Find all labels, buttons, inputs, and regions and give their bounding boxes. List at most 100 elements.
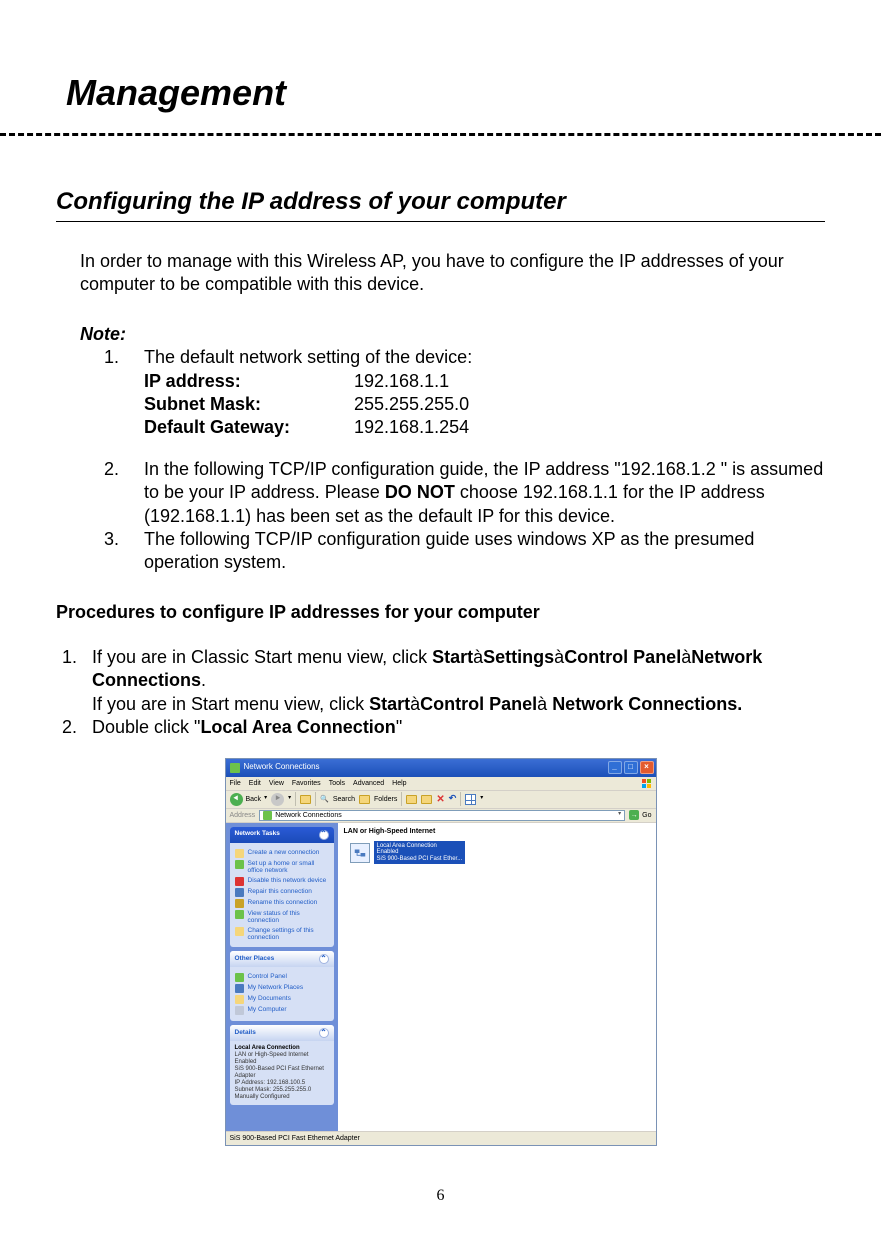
task-new-connection[interactable]: Create a new connection bbox=[248, 849, 320, 856]
network-places-icon bbox=[235, 984, 244, 993]
details-status: Enabled bbox=[235, 1059, 329, 1066]
proc1-d1: Start bbox=[369, 694, 410, 714]
delete-icon[interactable]: ✕ bbox=[436, 793, 444, 806]
proc1-start: Start bbox=[432, 647, 473, 667]
window-title: Network Connections bbox=[244, 762, 320, 772]
menu-favorites[interactable]: Favorites bbox=[292, 779, 321, 788]
proc1-settings: Settings bbox=[483, 647, 554, 667]
conn-line2: Enabled bbox=[377, 849, 463, 856]
note-item-3: The following TCP/IP configuration guide… bbox=[124, 528, 825, 575]
views-icon[interactable] bbox=[465, 794, 476, 805]
undo-icon[interactable]: ↶ bbox=[449, 793, 457, 805]
proc-item-1: If you are in Classic Start menu view, c… bbox=[82, 646, 825, 716]
places-title: Other Places bbox=[235, 955, 275, 963]
panel-details: Details ⌃ Local Area Connection LAN or Hi… bbox=[230, 1025, 334, 1104]
task-rename[interactable]: Rename this connection bbox=[248, 899, 318, 906]
screenshot-network-connections: Network Connections _ □ × File Edit View… bbox=[225, 758, 657, 1146]
panel-network-tasks: Network Tasks⌃ Create a new connection S… bbox=[230, 827, 334, 948]
gw-label: Default Gateway: bbox=[144, 416, 354, 439]
place-network-places[interactable]: My Network Places bbox=[248, 984, 304, 991]
local-area-connection-item[interactable]: Local Area Connection Enabled SiS 900-Ba… bbox=[350, 841, 466, 865]
folders-button[interactable]: Folders bbox=[374, 795, 397, 804]
details-ip: IP Address: 192.168.100.5 bbox=[235, 1080, 329, 1087]
address-field[interactable]: Network Connections ▾ bbox=[259, 810, 625, 821]
note-list: The default network setting of the devic… bbox=[80, 346, 825, 575]
go-button[interactable]: → bbox=[629, 810, 639, 820]
mask-value: 255.255.255.0 bbox=[354, 393, 469, 416]
menubar: File Edit View Favorites Tools Advanced … bbox=[226, 777, 656, 791]
sidebar: Network Tasks⌃ Create a new connection S… bbox=[226, 823, 338, 1131]
task-home-network[interactable]: Set up a home or small office network bbox=[248, 860, 329, 875]
details-title: Details bbox=[235, 1029, 256, 1037]
proc1-c: If you are in Start menu view, click bbox=[92, 694, 369, 714]
menu-tools[interactable]: Tools bbox=[329, 779, 345, 788]
category-label: LAN or High-Speed Internet bbox=[344, 827, 436, 836]
details-device: SiS 900-Based PCI Fast Ethernet Adapter bbox=[235, 1066, 329, 1080]
proc1-dot: . bbox=[201, 670, 206, 690]
menu-advanced[interactable]: Advanced bbox=[353, 779, 384, 788]
repair-icon bbox=[235, 888, 244, 897]
home-network-icon bbox=[235, 860, 244, 869]
place-my-documents[interactable]: My Documents bbox=[248, 995, 291, 1002]
titlebar[interactable]: Network Connections _ □ × bbox=[226, 759, 656, 777]
back-label: Back bbox=[246, 795, 262, 804]
ip-label: IP address: bbox=[144, 370, 354, 393]
copy-icon[interactable] bbox=[421, 795, 432, 804]
control-panel-icon bbox=[235, 973, 244, 982]
change-settings-icon bbox=[235, 927, 244, 936]
new-connection-icon bbox=[235, 849, 244, 858]
gw-value: 192.168.1.254 bbox=[354, 416, 469, 439]
forward-button[interactable]: ⯈ bbox=[271, 793, 284, 806]
move-icon[interactable] bbox=[406, 795, 417, 804]
details-name: Local Area Connection bbox=[235, 1045, 329, 1052]
statusbar: SiS 900-Based PCI Fast Ethernet Adapter bbox=[226, 1131, 656, 1145]
menu-help[interactable]: Help bbox=[392, 779, 406, 788]
ip-value: 192.168.1.1 bbox=[354, 370, 449, 393]
note-item-2: In the following TCP/IP configuration gu… bbox=[124, 458, 825, 528]
task-change-settings[interactable]: Change settings of this connection bbox=[248, 927, 329, 942]
place-control-panel[interactable]: Control Panel bbox=[248, 973, 287, 980]
close-button[interactable]: × bbox=[640, 761, 654, 774]
title-divider bbox=[0, 133, 881, 136]
proc2-a: Double click " bbox=[92, 717, 200, 737]
task-disable[interactable]: Disable this network device bbox=[248, 877, 327, 884]
address-icon bbox=[263, 811, 272, 820]
collapse-icon[interactable]: ⌃ bbox=[319, 830, 329, 840]
proc2-b: Local Area Connection bbox=[200, 717, 395, 737]
intro-text: In order to manage with this Wireless AP… bbox=[80, 250, 825, 297]
collapse-icon[interactable]: ⌃ bbox=[319, 954, 329, 964]
go-label: Go bbox=[642, 811, 651, 820]
panel-other-places: Other Places ⌃ Control Panel My Network P… bbox=[230, 951, 334, 1021]
mask-label: Subnet Mask: bbox=[144, 393, 354, 416]
proc2-c: " bbox=[396, 717, 402, 737]
back-button[interactable]: ⯇Back▾ bbox=[230, 793, 268, 806]
proc1-arrow3: à bbox=[681, 647, 691, 667]
folders-icon[interactable] bbox=[359, 795, 370, 804]
proc1-a: If you are in Classic Start menu view, c… bbox=[92, 647, 432, 667]
maximize-button[interactable]: □ bbox=[624, 761, 638, 774]
proc1-arrow2: à bbox=[554, 647, 564, 667]
conn-line1: Local Area Connection bbox=[377, 843, 463, 850]
windows-flag-icon bbox=[642, 779, 652, 789]
status-icon bbox=[235, 910, 244, 919]
proc1-arrow5: à bbox=[537, 694, 552, 714]
search-button[interactable]: Search bbox=[333, 795, 355, 804]
up-folder-icon[interactable] bbox=[300, 795, 311, 804]
proc1-arrow1: à bbox=[473, 647, 483, 667]
menu-edit[interactable]: Edit bbox=[249, 779, 261, 788]
collapse-icon[interactable]: ⌃ bbox=[319, 1028, 329, 1038]
task-status[interactable]: View status of this connection bbox=[248, 910, 329, 925]
proc1-cp: Control Panel bbox=[564, 647, 681, 667]
details-type: LAN or High-Speed Internet bbox=[235, 1052, 329, 1059]
rename-icon bbox=[235, 899, 244, 908]
minimize-button[interactable]: _ bbox=[608, 761, 622, 774]
menu-file[interactable]: File bbox=[230, 779, 241, 788]
place-my-computer[interactable]: My Computer bbox=[248, 1006, 287, 1013]
conn-line3: SiS 900-Based PCI Fast Ether... bbox=[377, 856, 463, 863]
note-label: Note: bbox=[80, 323, 825, 346]
address-value: Network Connections bbox=[275, 811, 342, 820]
details-assign: Manually Configured bbox=[235, 1094, 329, 1101]
menu-view[interactable]: View bbox=[269, 779, 284, 788]
task-repair[interactable]: Repair this connection bbox=[248, 888, 312, 895]
my-computer-icon bbox=[235, 1006, 244, 1015]
